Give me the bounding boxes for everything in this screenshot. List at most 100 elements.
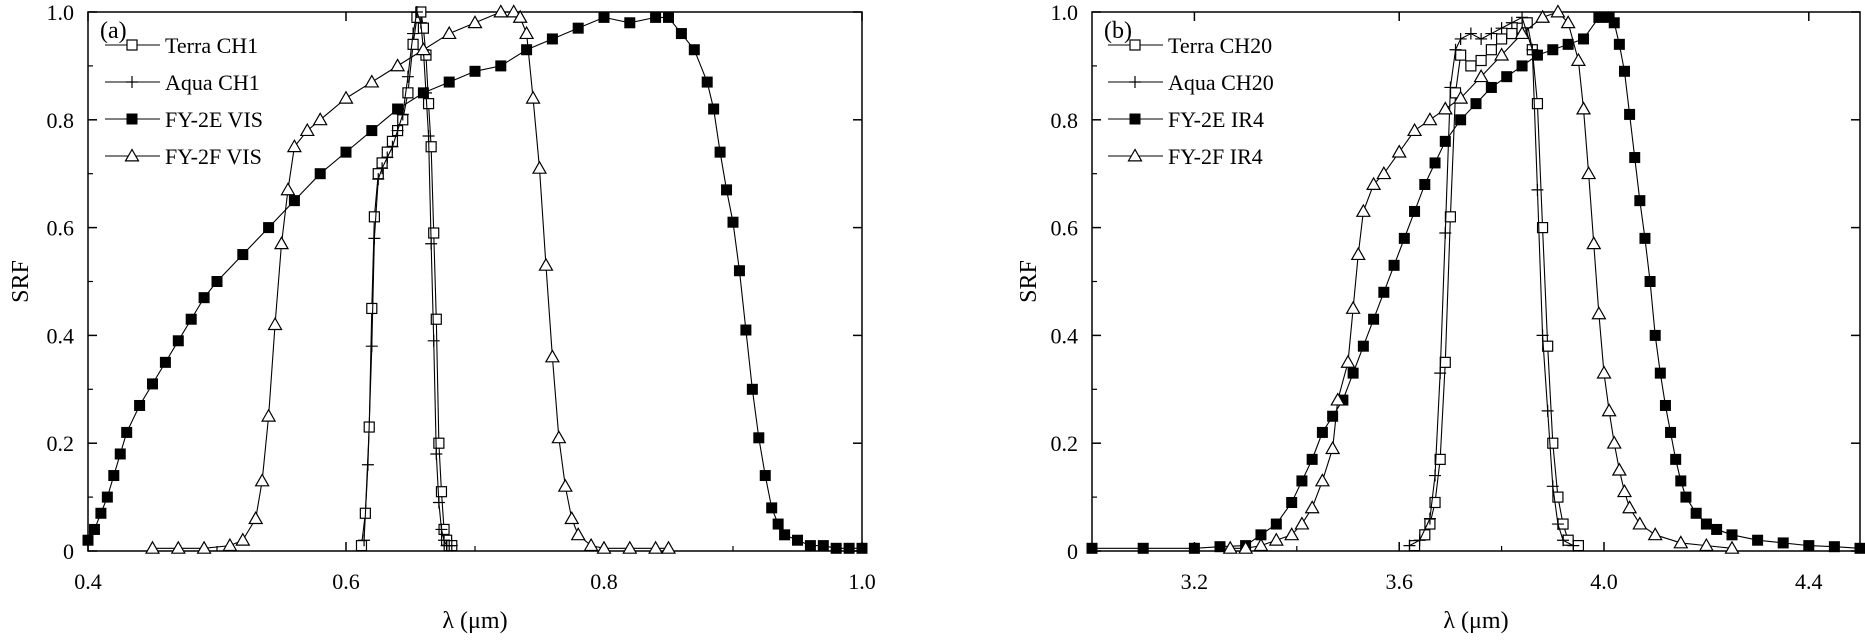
data-point bbox=[1698, 537, 1714, 552]
data-point bbox=[1286, 496, 1298, 508]
data-point bbox=[546, 33, 558, 45]
data-point bbox=[1368, 313, 1380, 325]
data-point bbox=[1700, 518, 1712, 530]
data-point bbox=[856, 542, 868, 554]
series-line bbox=[87, 16, 862, 549]
data-point bbox=[766, 502, 778, 514]
data-point bbox=[1542, 340, 1554, 352]
data-point bbox=[407, 27, 420, 40]
y-tick-label: 1.0 bbox=[1051, 0, 1079, 25]
data-point bbox=[1647, 527, 1663, 541]
data-point bbox=[1434, 453, 1446, 465]
data-point bbox=[663, 11, 674, 23]
data-point bbox=[701, 76, 713, 88]
data-point bbox=[1547, 437, 1559, 449]
panel-label: (b) bbox=[1104, 18, 1132, 44]
data-point bbox=[1388, 259, 1400, 271]
data-point bbox=[267, 316, 283, 331]
data-point bbox=[1475, 32, 1488, 45]
series-line bbox=[1092, 16, 1861, 549]
data-point bbox=[1294, 516, 1310, 530]
data-point bbox=[1314, 473, 1330, 487]
data-point bbox=[1429, 496, 1441, 509]
x-tick-label: 0.4 bbox=[74, 569, 102, 594]
legend-label: FY-2E VIS bbox=[165, 107, 263, 132]
data-point bbox=[1828, 541, 1840, 553]
data-point bbox=[1284, 527, 1300, 541]
data-point bbox=[1593, 11, 1605, 23]
data-point bbox=[288, 195, 300, 207]
data-point bbox=[222, 537, 238, 552]
data-point bbox=[235, 532, 251, 546]
y-axis-label: SRF bbox=[8, 260, 34, 303]
data-point bbox=[1475, 54, 1487, 67]
data-point bbox=[1803, 540, 1815, 552]
data-point bbox=[1535, 9, 1551, 23]
series-aqua-ch20 bbox=[1403, 11, 1580, 552]
data-point bbox=[1613, 38, 1625, 50]
data-point bbox=[1366, 176, 1382, 190]
data-point bbox=[1268, 532, 1284, 546]
y-tick-label: 0.2 bbox=[1051, 431, 1079, 456]
data-point bbox=[1473, 68, 1489, 83]
data-point bbox=[1419, 529, 1431, 541]
data-point bbox=[1616, 484, 1633, 498]
data-point bbox=[196, 540, 212, 554]
data-point bbox=[1726, 529, 1738, 541]
data-point bbox=[1578, 33, 1590, 45]
data-point bbox=[425, 237, 438, 250]
data-point bbox=[1444, 81, 1457, 94]
data-point bbox=[624, 17, 636, 29]
data-point bbox=[1222, 540, 1238, 554]
data-point bbox=[1429, 469, 1442, 482]
data-point bbox=[422, 129, 435, 142]
data-point bbox=[432, 496, 445, 509]
data-point bbox=[675, 28, 687, 40]
data-point bbox=[1551, 518, 1564, 531]
data-point bbox=[237, 249, 249, 261]
legend-marker bbox=[126, 113, 138, 125]
y-tick-label: 0.6 bbox=[1051, 216, 1079, 241]
data-point bbox=[407, 38, 419, 50]
data-point bbox=[1581, 165, 1597, 180]
data-point bbox=[753, 432, 765, 444]
data-point bbox=[596, 540, 612, 554]
data-point bbox=[1531, 98, 1544, 110]
data-point bbox=[386, 140, 399, 153]
data-point bbox=[114, 448, 126, 460]
data-point bbox=[650, 11, 662, 23]
data-point bbox=[467, 15, 483, 29]
data-point bbox=[1419, 178, 1431, 190]
data-point bbox=[366, 302, 378, 315]
legend-label: FY-2F VIS bbox=[165, 144, 262, 169]
legend-label: Aqua CH20 bbox=[1168, 70, 1274, 95]
data-point bbox=[1429, 157, 1441, 169]
data-point bbox=[248, 510, 264, 525]
data-point bbox=[1670, 453, 1682, 465]
legend-label: Aqua CH1 bbox=[165, 70, 260, 95]
data-point bbox=[1624, 108, 1636, 120]
data-point bbox=[1306, 453, 1318, 465]
data-point bbox=[425, 141, 437, 153]
legend-marker bbox=[1129, 76, 1141, 88]
data-point bbox=[727, 216, 739, 228]
data-point bbox=[391, 124, 404, 137]
y-tick-label: 0.8 bbox=[47, 108, 75, 133]
data-point bbox=[172, 335, 184, 347]
data-point bbox=[427, 334, 440, 347]
data-point bbox=[95, 507, 107, 519]
data-point bbox=[622, 540, 638, 554]
data-point bbox=[1391, 144, 1407, 158]
data-point bbox=[1567, 539, 1580, 552]
data-point bbox=[1316, 426, 1328, 438]
data-point bbox=[1464, 27, 1477, 40]
data-point bbox=[1214, 541, 1226, 553]
data-point bbox=[147, 378, 158, 390]
data-point bbox=[1531, 49, 1543, 61]
data-point bbox=[101, 491, 113, 503]
data-point bbox=[355, 540, 368, 552]
data-point bbox=[1465, 60, 1477, 72]
data-point bbox=[564, 510, 580, 525]
data-point bbox=[1505, 16, 1518, 29]
data-point bbox=[443, 76, 455, 88]
